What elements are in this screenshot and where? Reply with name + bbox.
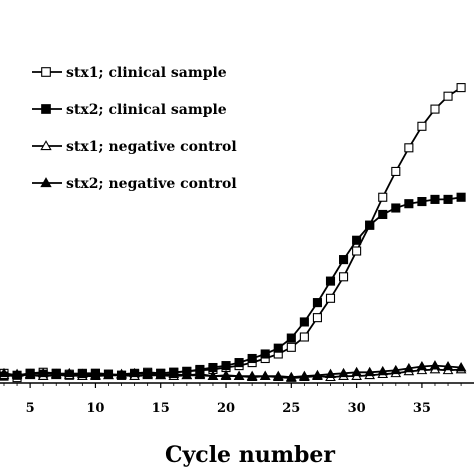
data-point (24, 368, 36, 379)
data-point (443, 194, 453, 204)
data-point (456, 83, 466, 93)
data-point (325, 368, 336, 379)
data-point (391, 203, 401, 213)
series-1 (0, 83, 466, 383)
data-point (272, 370, 284, 380)
legend: stx1; clinical sample stx2; clinical samp… (32, 65, 237, 192)
x-tick-label: 30 (348, 401, 366, 416)
legend-label: stx2; clinical sample (66, 102, 227, 118)
data-point (285, 371, 297, 382)
data-point (194, 368, 206, 379)
series-line (3, 86, 462, 379)
x-tick-label: 5 (26, 401, 35, 416)
series-4 (0, 360, 467, 382)
data-point (50, 368, 62, 379)
data-point (312, 313, 322, 323)
data-point (377, 365, 389, 376)
data-point (378, 209, 388, 219)
data-point (391, 166, 401, 176)
data-point (312, 369, 323, 380)
x-axis: 5 10 15 20 25 30 35 (0, 382, 474, 416)
data-point (259, 370, 271, 380)
data-point (299, 332, 309, 342)
legend-entry: stx1; negative control (32, 139, 237, 155)
x-tick-label: 15 (152, 401, 170, 416)
data-point (312, 298, 322, 308)
data-point (352, 246, 362, 256)
data-point (103, 369, 114, 380)
data-point (77, 368, 88, 379)
data-point (403, 362, 415, 373)
data-point (0, 367, 10, 378)
data-point (404, 199, 414, 209)
data-point (207, 370, 219, 380)
data-point (430, 104, 440, 114)
x-tick-label: 20 (217, 401, 235, 416)
data-point (299, 317, 309, 327)
data-point (90, 369, 101, 380)
legend-entry: stx2; negative control (32, 176, 237, 192)
data-point (129, 367, 140, 378)
data-point (417, 121, 427, 131)
data-point (299, 370, 310, 380)
data-point (181, 369, 193, 380)
data-point (352, 235, 362, 245)
series-layer (0, 83, 467, 383)
x-tick-label: 10 (86, 401, 104, 416)
data-point (37, 367, 49, 378)
data-point (234, 358, 244, 368)
legend-marker (40, 140, 52, 151)
data-point (430, 194, 440, 204)
data-point (364, 366, 376, 377)
x-tick-label: 25 (282, 401, 300, 416)
data-point (365, 220, 375, 230)
data-point (286, 342, 296, 352)
data-point (339, 272, 349, 282)
data-point (442, 360, 454, 371)
data-point (63, 367, 75, 378)
legend-entry: stx1; clinical sample (32, 65, 227, 81)
data-point (220, 369, 232, 380)
data-point (142, 368, 154, 379)
data-point (455, 362, 467, 372)
data-point (417, 197, 427, 207)
data-point (325, 276, 336, 286)
legend-label: stx2; negative control (66, 176, 237, 192)
legend-marker (40, 177, 52, 188)
series-line (3, 196, 462, 377)
data-point (221, 361, 231, 371)
data-point (260, 349, 270, 359)
data-point (286, 333, 296, 343)
series-2 (0, 192, 466, 381)
legend-entry: stx2; clinical sample (32, 102, 227, 118)
data-point (168, 368, 180, 379)
legend-label: stx1; negative control (66, 139, 237, 155)
data-point (443, 91, 453, 101)
data-point (416, 360, 428, 371)
data-point (273, 343, 283, 353)
legend-marker (41, 67, 51, 77)
data-point (247, 353, 257, 364)
x-tick-label: 35 (413, 401, 431, 416)
data-point (339, 255, 349, 265)
data-point (338, 367, 349, 378)
x-axis-label: Cycle number (165, 442, 335, 468)
legend-label: stx1; clinical sample (66, 65, 227, 81)
data-point (378, 192, 388, 202)
data-point (155, 369, 167, 380)
data-point (325, 293, 336, 303)
data-point (429, 360, 441, 370)
data-point (246, 371, 258, 382)
data-point (390, 364, 402, 375)
legend-marker (41, 104, 51, 114)
data-point (116, 368, 127, 379)
data-point (351, 366, 362, 377)
data-point (208, 362, 218, 373)
data-point (404, 143, 414, 153)
data-point (456, 192, 466, 202)
data-point (11, 369, 23, 380)
data-point (233, 370, 245, 380)
